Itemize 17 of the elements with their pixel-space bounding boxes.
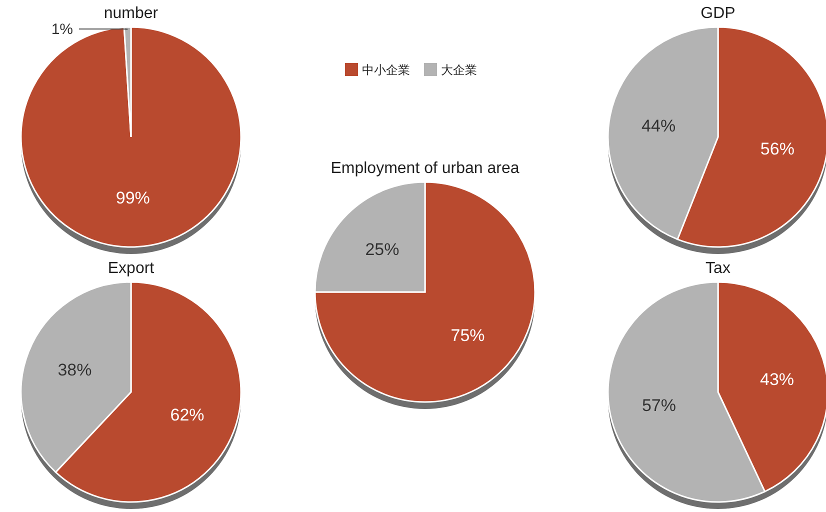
chart-title: number: [104, 5, 159, 22]
legend-label: 大企業: [441, 63, 477, 77]
data-label: 56%: [760, 139, 794, 158]
data-label: 43%: [760, 370, 794, 389]
data-label: 38%: [58, 360, 92, 380]
chart-title: Tax: [706, 260, 730, 277]
data-label: 44%: [642, 116, 676, 136]
text: Employment of urban area: [330, 160, 520, 177]
data-label: 25%: [365, 240, 400, 260]
chart-title: GDP: [700, 5, 736, 22]
data-label: 75%: [450, 326, 485, 345]
data-label: 1%: [51, 21, 73, 38]
legend-label: 中小企業: [362, 63, 410, 77]
data-label: 99%: [116, 188, 150, 208]
data-label: 62%: [170, 405, 204, 424]
chart-title: Export: [108, 260, 155, 277]
data-label: 57%: [642, 396, 676, 416]
